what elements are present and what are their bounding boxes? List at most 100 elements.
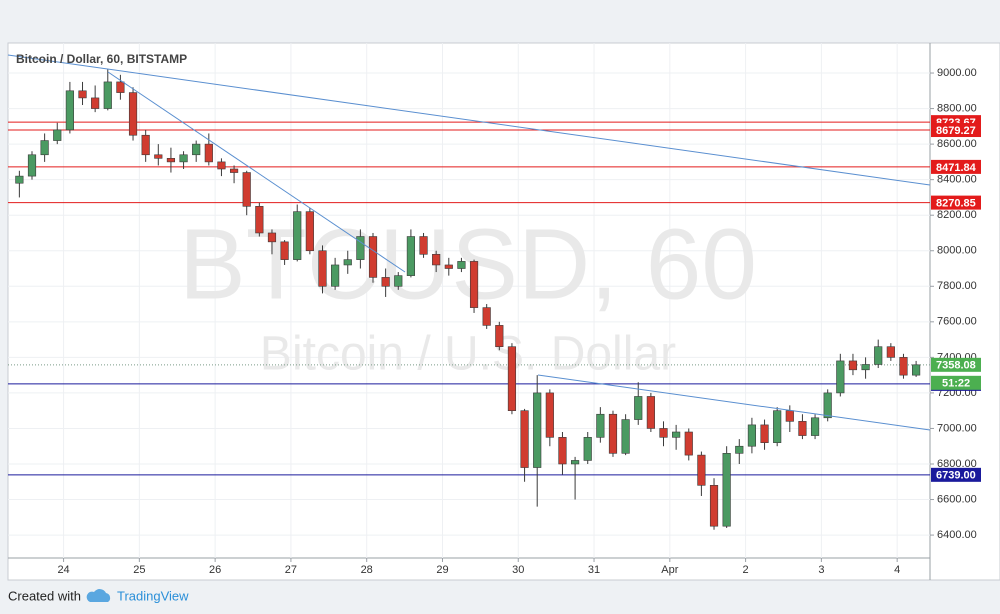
candle-body	[432, 253, 441, 266]
chart-frame	[7, 42, 1000, 581]
grid	[8, 43, 930, 558]
brand-logo	[86, 589, 111, 602]
candle-body	[507, 346, 517, 411]
chart-title: Bitcoin / Dollar, 60, BITSTAMP	[16, 52, 187, 66]
candle-body	[545, 392, 554, 438]
trend-line	[107, 71, 406, 273]
candle-body	[368, 236, 378, 278]
candle-body	[747, 424, 757, 447]
candle-body	[785, 410, 794, 422]
candle-body	[482, 307, 491, 326]
candle-body	[583, 437, 592, 461]
candle-body	[305, 211, 314, 252]
countdown-box	[931, 375, 981, 390]
x-tick-label: 3	[818, 564, 824, 576]
candle-body	[912, 364, 921, 376]
candle-body	[406, 236, 415, 276]
level-label: 8471.84	[936, 162, 977, 174]
candle-body	[65, 90, 74, 131]
x-tick-label: 31	[588, 564, 600, 576]
candle-body	[634, 396, 643, 420]
candle-body	[457, 261, 466, 269]
candle-body	[381, 277, 390, 287]
candle-body	[78, 90, 87, 99]
candle-body	[53, 129, 62, 141]
candle-body	[229, 168, 239, 173]
level-box	[931, 123, 981, 138]
candle-body	[596, 413, 605, 438]
level-label: 6739.00	[936, 470, 976, 482]
candle-body	[798, 421, 807, 436]
candle-body	[533, 392, 542, 468]
candle-body	[558, 437, 567, 465]
y-tick-label: 8200.00	[937, 209, 977, 221]
x-tick-label: 24	[57, 564, 69, 576]
candle-body	[419, 236, 428, 255]
x-tick-label: Apr	[661, 564, 678, 576]
y-tick-label: 9000.00	[937, 67, 977, 79]
candle-body	[141, 134, 150, 156]
x-tick-label: 29	[436, 564, 448, 576]
candle-body	[735, 445, 744, 454]
candle-body	[27, 154, 37, 177]
candle-body	[773, 410, 782, 443]
trend-line	[537, 374, 931, 431]
candle-body	[874, 346, 883, 365]
candle-body	[154, 154, 163, 159]
candle-body	[760, 424, 769, 443]
candle-body	[520, 410, 529, 468]
x-tick-label: 30	[512, 564, 524, 576]
candle-body	[217, 161, 226, 170]
level-box	[931, 467, 981, 482]
candle-body	[331, 264, 340, 287]
candle-body	[608, 413, 618, 454]
candle-body	[672, 431, 681, 438]
countdown-label: 51:22	[942, 378, 970, 390]
candle-body	[659, 428, 668, 438]
y-tick-label: 8400.00	[937, 174, 977, 186]
candle-body	[861, 364, 870, 371]
candles	[15, 69, 921, 530]
candle-body	[697, 454, 706, 486]
candle-body	[179, 154, 188, 163]
footer-brand[interactable]: TradingView	[117, 588, 189, 603]
candle-body	[15, 175, 24, 184]
last-price-label: 7358.08	[936, 360, 976, 372]
watermark-symbol: BTCUSD, 60	[179, 208, 757, 320]
candle-body	[571, 460, 580, 465]
levels	[8, 121, 930, 476]
candle-body	[192, 143, 201, 156]
y-tick-label: 6800.00	[937, 458, 977, 470]
x-tick-label: 28	[361, 564, 373, 576]
watermark-name: Bitcoin / U.S. Dollar	[260, 328, 676, 381]
level-box	[931, 195, 981, 210]
y-tick-label: 6400.00	[937, 529, 977, 541]
candle-body	[722, 453, 731, 527]
candle-body	[318, 250, 327, 287]
candle-body	[267, 232, 277, 243]
candle-body	[495, 325, 504, 348]
candle-body	[204, 143, 213, 163]
candle-body	[621, 419, 630, 454]
candle-body	[394, 275, 403, 287]
y-tick-label: 8600.00	[937, 138, 977, 150]
candle-body	[116, 81, 125, 93]
candle-body	[242, 172, 251, 207]
candle-body	[255, 206, 264, 234]
candle-body	[469, 261, 479, 308]
y-tick-label: 7000.00	[937, 422, 977, 434]
candle-body	[128, 92, 138, 136]
level-label: 8679.27	[936, 125, 976, 137]
x-tick-label: 4	[894, 564, 900, 576]
candle-body	[40, 140, 49, 156]
candle-body	[823, 392, 832, 419]
candle-body	[899, 357, 908, 376]
candle-body	[709, 485, 719, 527]
candle-body	[343, 259, 352, 266]
axes: 6400.006600.006800.007000.007200.007400.…	[57, 67, 981, 576]
candle-body	[810, 417, 820, 436]
candle-body	[646, 396, 655, 429]
candle-body	[848, 360, 858, 371]
x-tick-label: 26	[209, 564, 221, 576]
